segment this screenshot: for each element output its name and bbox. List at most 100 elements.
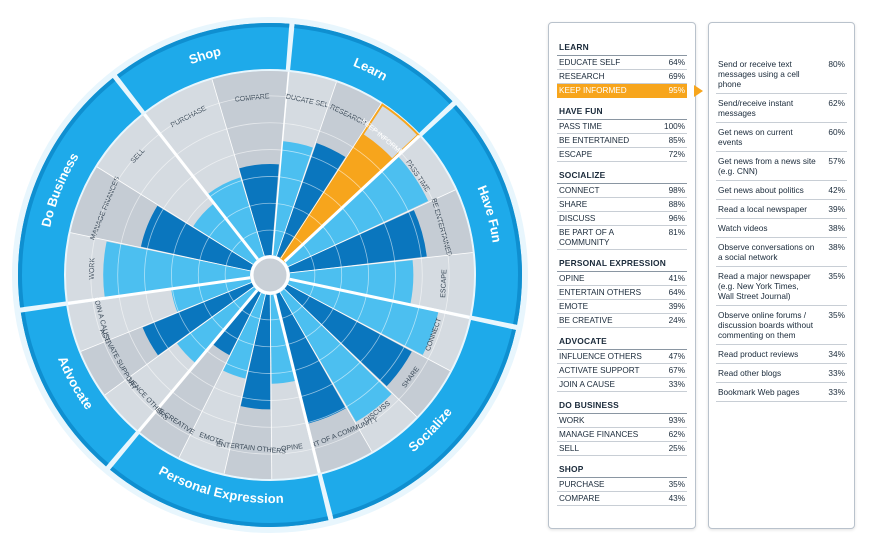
activity-value: 38% — [828, 223, 845, 233]
wedge-divider — [283, 134, 421, 263]
highlight-outline — [279, 103, 420, 263]
row-value: 35% — [668, 479, 685, 489]
ring-edge-have-fun — [453, 105, 522, 325]
row-label: COMPARE — [559, 493, 600, 503]
grid-ring — [117, 122, 423, 428]
row-label: KEEP INFORMED — [559, 85, 627, 95]
row-value: 41% — [668, 273, 685, 283]
activity-label: Observe conversations on a social networ… — [718, 242, 815, 262]
bar-discuss — [280, 288, 392, 422]
category-row-keep-informed: KEEP INFORMED 95% — [557, 84, 687, 98]
row-value: 62% — [668, 429, 685, 439]
group-title: HAVE FUN — [557, 105, 687, 120]
row-value: 72% — [668, 149, 685, 159]
bar-purchase — [207, 177, 265, 260]
wheel-label-escape: ESCAPE — [440, 269, 448, 298]
category-row-research: RESEARCH 69% — [557, 70, 687, 84]
bar-opine — [270, 294, 296, 384]
grid-ring — [197, 202, 343, 348]
row-value: 95% — [668, 85, 685, 95]
category-row-escape: ESCAPE 72% — [557, 148, 687, 162]
activity-value: 33% — [828, 387, 845, 397]
category-row-be-creative: BE CREATIVE 24% — [557, 314, 687, 328]
wedge-divider — [178, 292, 262, 458]
grid-ring — [224, 229, 316, 321]
activity-label: Send or receive text messages using a ce… — [718, 59, 800, 89]
row-value: 67% — [668, 365, 685, 375]
row-value: 88% — [668, 199, 685, 209]
row-value: 24% — [668, 315, 685, 325]
ring-band-learn — [290, 24, 453, 133]
row-label: SELL — [559, 443, 580, 453]
category-row-share: SHARE 88% — [557, 198, 687, 212]
group-have-fun: HAVE FUN PASS TIME 100% BE ENTERTAINED 85% ES… — [557, 105, 687, 162]
group-title: ADVOCATE — [557, 335, 687, 350]
wedge-be-part-of-a-community: BE PART OF A COMMUNITY — [274, 292, 380, 473]
activity-row: Get news about politics 42% — [716, 181, 847, 200]
activity-value: 57% — [828, 156, 845, 166]
bar-educate-self — [271, 141, 313, 257]
category-row-be-part-of-a-community: BE PART OF A COMMUNITY 81% — [557, 226, 687, 250]
bar-research — [276, 142, 346, 259]
row-label: OPINE — [559, 273, 585, 283]
row-value: 98% — [668, 185, 685, 195]
wedge-discuss: DISCUSS — [280, 288, 418, 425]
activity-row: Get news from a news site (e.g. CNN) 57% — [716, 152, 847, 181]
row-value: 25% — [668, 443, 685, 453]
ring-band-do-business — [17, 78, 142, 308]
activity-value: 33% — [828, 368, 845, 378]
activity-row: Observe online forums / discussion board… — [716, 306, 847, 345]
activity-row: Send or receive text messages using a ce… — [716, 55, 847, 94]
bar-be-creative — [212, 290, 261, 356]
category-percentages-panel: LEARN EDUCATE SELF 64% RESEARCH 69% KEEP INFO… — [548, 22, 696, 529]
wedge-divider — [104, 286, 255, 396]
group-title: SHOP — [557, 463, 687, 478]
wedge-research: RESEARCH — [276, 81, 382, 259]
wedge-divider — [289, 277, 470, 319]
row-label: PASS TIME — [559, 121, 602, 131]
wedge-be-creative: BE CREATIVE — [138, 290, 262, 458]
wedge-be-entertained: BE ENTERTAINED — [288, 189, 473, 273]
activity-label: Get news about politics — [718, 185, 804, 195]
activity-row: Watch videos 38% — [716, 219, 847, 238]
group-socialize: SOCIALIZE CONNECT 98% SHARE 88% DISCUSS 96% BE … — [557, 169, 687, 250]
row-label: PURCHASE — [559, 479, 605, 489]
grid-ring — [171, 176, 369, 374]
activity-row: Observe conversations on a social networ… — [716, 238, 847, 267]
activity-row: Send/receive instant messages 62% — [716, 94, 847, 123]
wedge-divider — [289, 252, 473, 274]
category-row-work: WORK 93% — [557, 414, 687, 428]
activity-value: 39% — [828, 204, 845, 214]
category-row-discuss: DISCUSS 96% — [557, 212, 687, 226]
category-row-emote: EMOTE 39% — [557, 300, 687, 314]
row-value: 69% — [668, 71, 685, 81]
grid-ring — [90, 95, 450, 455]
row-value: 43% — [668, 493, 685, 503]
wedge-opine: OPINE — [270, 294, 321, 474]
wedge-work: WORK — [67, 241, 251, 305]
group-title: DO BUSINESS — [557, 399, 687, 414]
row-label: INFLUENCE OTHERS — [559, 351, 642, 361]
row-label: RESEARCH — [559, 71, 605, 81]
group-shop: SHOP PURCHASE 35% COMPARE 43% — [557, 463, 687, 506]
wedge-compare: COMPARE — [211, 71, 288, 256]
group-learn: LEARN EDUCATE SELF 64% RESEARCH 69% KEEP INFO… — [557, 41, 687, 98]
row-label: MANAGE FINANCES — [559, 429, 639, 439]
activity-value: 60% — [828, 127, 845, 137]
row-label: DISCUSS — [559, 213, 596, 223]
bar-work — [103, 241, 251, 298]
category-row-pass-time: PASS TIME 100% — [557, 120, 687, 134]
row-label: CONNECT — [559, 185, 600, 195]
activity-value: 34% — [828, 349, 845, 359]
wheel-label-opine: OPINE — [281, 443, 304, 453]
wedge-activate-support: ACTIVATE SUPPORT — [80, 282, 255, 396]
bar-keep-informed — [281, 133, 393, 262]
row-label: BE CREATIVE — [559, 315, 613, 325]
wedge-divider — [280, 103, 382, 259]
bar-sell — [193, 203, 258, 265]
category-row-opine: OPINE 41% — [557, 272, 687, 286]
wedge-divider — [80, 282, 252, 352]
